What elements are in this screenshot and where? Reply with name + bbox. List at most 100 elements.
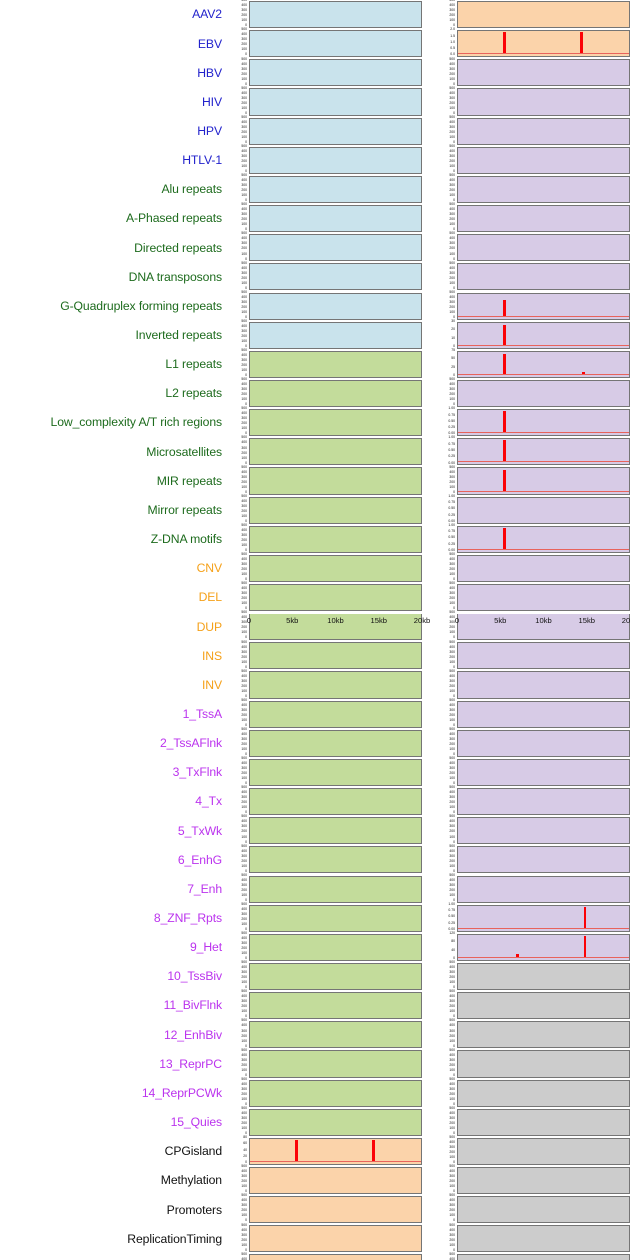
y-tick-label: 100: [241, 193, 247, 198]
right-track-panel: [457, 584, 630, 612]
y-tick-label: 200: [241, 1237, 247, 1242]
y-tick-label: 400: [449, 61, 455, 66]
data-spike: [516, 954, 519, 957]
y-tick-label: 200: [241, 1062, 247, 1067]
y-tick-label: 0: [245, 781, 247, 786]
row-label: CNV: [196, 561, 223, 576]
y-tick-label: 300: [449, 1057, 455, 1062]
y-tick-label: 400: [241, 644, 247, 649]
y-tick-label: 200: [449, 1091, 455, 1096]
right-track-panel: [457, 933, 630, 961]
y-tick-label: 300: [241, 562, 247, 567]
y-tick-label: 0: [453, 489, 455, 494]
baseline: [458, 461, 629, 463]
y-tick-label: 100: [449, 688, 455, 693]
y-tick-label: 400: [241, 936, 247, 941]
right-track-panel: [457, 788, 630, 816]
y-tick-label: 0: [453, 1101, 455, 1106]
y-tick-label: 200: [241, 421, 247, 426]
y-tick-label: 200: [449, 100, 455, 105]
y-tick-label: 100: [241, 368, 247, 373]
y-tick-label: 400: [449, 702, 455, 707]
y-tick-label: 100: [449, 805, 455, 810]
y-tick-label: 100: [449, 834, 455, 839]
y-tick-label: 0: [453, 1043, 455, 1048]
y-tick-label: 0: [245, 1101, 247, 1106]
right-track-panel: [457, 438, 630, 466]
y-tick-label: 300: [449, 387, 455, 392]
y-tick-label: 0: [453, 781, 455, 786]
y-tick-label: 0: [453, 1160, 455, 1165]
y-tick-label: 200: [241, 188, 247, 193]
y-tick-label: 300: [449, 853, 455, 858]
x-tick-label: 10kb: [535, 616, 552, 625]
y-tick-label: 500: [449, 377, 455, 382]
y-tick-label: 300: [449, 95, 455, 100]
y-tick-label: 300: [241, 941, 247, 946]
row-label: 1_TssA: [182, 706, 222, 721]
y-tick-label: 0: [453, 1189, 455, 1194]
y-tick-label: 0: [245, 110, 247, 115]
row-label: 5_TxWk: [177, 823, 222, 838]
y-tick-label: 200: [449, 712, 455, 717]
y-tick-label: 300: [241, 270, 247, 275]
y-tick-label: 200: [241, 100, 247, 105]
row-label: HTLV-1: [182, 153, 222, 168]
left-track-panel: [249, 1254, 422, 1260]
y-tick-label: 100: [241, 921, 247, 926]
y-tick-label: 100: [241, 47, 247, 52]
y-tick-label: 200: [241, 946, 247, 951]
left-track-row: 80 60 40 20 0: [226, 1135, 422, 1166]
y-tick-label: 500: [241, 493, 247, 498]
y-tick-label: 50: [451, 356, 455, 361]
y-tick-label: 0.50: [448, 418, 455, 423]
y-tick-label: 400: [449, 1140, 455, 1145]
y-tick-label: 1.00: [448, 522, 455, 527]
y-tick-label: 100: [449, 717, 455, 722]
y-tick-label: 300: [449, 1174, 455, 1179]
row-label: L1 repeats: [165, 357, 222, 372]
y-tick-label: 100: [449, 193, 455, 198]
y-tick-label: 500: [241, 785, 247, 790]
y-tick-label: 200: [241, 742, 247, 747]
y-tick-label: 0: [453, 373, 455, 378]
right-track-panel: [457, 1137, 630, 1165]
y-tick-label: 300: [241, 1203, 247, 1208]
y-tick-label: 200: [241, 42, 247, 47]
y-tick-label: 40: [451, 947, 455, 952]
y-tick-label: 0: [453, 1072, 455, 1077]
x-tick-label: 0: [246, 616, 252, 625]
y-tick-label: 100: [449, 251, 455, 256]
y-tick-label: 0: [245, 198, 247, 203]
y-tick-label: 0: [245, 839, 247, 844]
baseline: [458, 373, 629, 375]
y-tick-label: 0: [245, 518, 247, 523]
y-tick-label: 400: [241, 731, 247, 736]
y-tick-label: 80: [451, 939, 455, 944]
baseline: [458, 956, 629, 958]
y-tick-label: 400: [449, 1198, 455, 1203]
y-tick-label: 0: [245, 752, 247, 757]
right-track-row: 120 80 40 0: [434, 931, 630, 962]
